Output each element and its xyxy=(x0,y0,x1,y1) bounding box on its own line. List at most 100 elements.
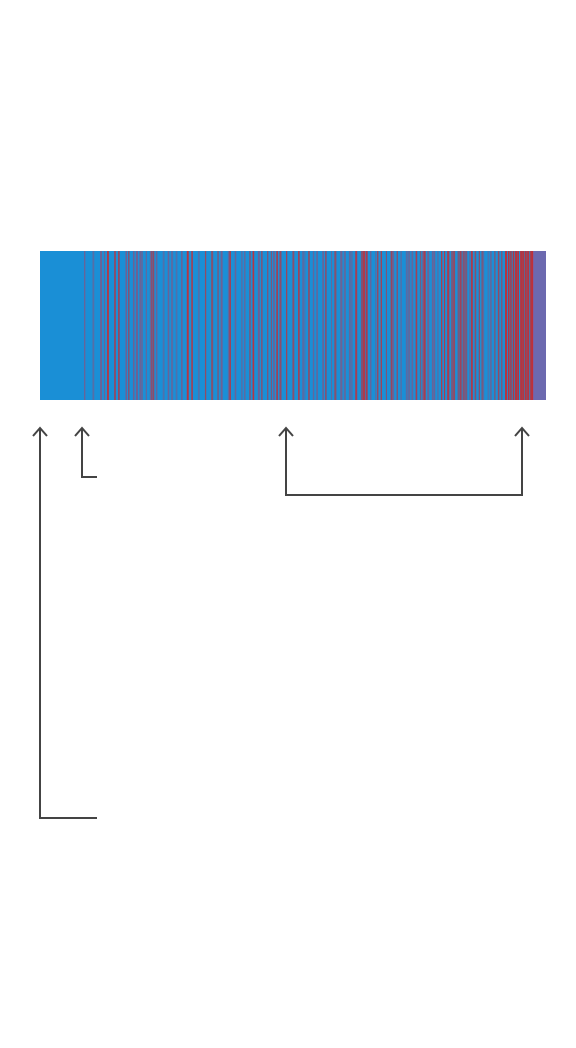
stripe xyxy=(392,251,395,400)
stripe xyxy=(325,251,327,400)
stripe xyxy=(128,251,130,400)
stripe xyxy=(261,251,263,400)
stripe xyxy=(141,251,143,400)
stripe xyxy=(114,251,116,400)
stripe xyxy=(197,251,200,400)
arrow-head xyxy=(74,426,90,437)
stripe xyxy=(285,251,288,400)
stripes xyxy=(84,251,546,400)
stripe xyxy=(350,251,353,400)
stripe xyxy=(149,251,152,400)
stripe xyxy=(385,251,387,400)
stripe xyxy=(302,251,304,400)
stripe xyxy=(152,251,155,400)
arrow-head xyxy=(32,426,48,437)
stripe xyxy=(100,251,103,400)
stripe xyxy=(408,251,411,400)
stripe xyxy=(304,251,306,400)
stripe xyxy=(470,251,473,400)
stripe xyxy=(415,251,418,400)
stripe xyxy=(151,251,153,400)
stripe xyxy=(139,251,142,400)
stripe xyxy=(249,251,251,400)
stripe xyxy=(270,251,272,400)
stripe xyxy=(478,251,481,400)
stripe xyxy=(510,251,512,400)
stripe xyxy=(135,251,138,400)
stripe xyxy=(487,251,489,400)
stripe xyxy=(469,251,471,400)
stripe xyxy=(227,251,230,400)
stripe xyxy=(257,251,260,400)
stripe xyxy=(292,251,295,400)
stripe xyxy=(517,251,519,400)
stripe xyxy=(234,251,237,400)
stripe xyxy=(441,251,443,400)
stripe xyxy=(461,251,463,400)
stripe xyxy=(494,251,496,400)
stripe xyxy=(423,251,426,400)
stripe xyxy=(276,251,278,400)
stripe xyxy=(459,251,462,400)
stripe xyxy=(530,251,533,400)
stripe xyxy=(444,251,446,400)
stripe xyxy=(489,251,492,400)
stripe xyxy=(522,251,525,400)
stripe xyxy=(92,251,95,400)
bracket-connector xyxy=(285,428,523,496)
stripe xyxy=(512,251,515,400)
stripe xyxy=(167,251,170,400)
stripe xyxy=(524,251,527,400)
stripe xyxy=(175,251,178,400)
stripe xyxy=(362,251,366,400)
stripe xyxy=(312,251,315,400)
stripe xyxy=(400,251,402,400)
stripe xyxy=(155,251,158,400)
stripe xyxy=(331,251,333,400)
stripe xyxy=(514,251,518,400)
stripe xyxy=(474,251,477,400)
stripe xyxy=(181,251,183,400)
stripe xyxy=(433,251,436,400)
stripe xyxy=(162,251,165,400)
stripe xyxy=(252,251,255,400)
stripe xyxy=(411,251,414,400)
stripe xyxy=(390,251,393,400)
stripe xyxy=(375,251,377,400)
stripe xyxy=(132,251,135,400)
stripe xyxy=(370,251,372,400)
stripe xyxy=(497,251,500,400)
stripe xyxy=(340,251,343,400)
stripe xyxy=(427,251,430,400)
stripe xyxy=(308,251,310,400)
stripe xyxy=(243,251,246,400)
stripe xyxy=(483,251,485,400)
stripe xyxy=(463,251,465,400)
stripe xyxy=(453,251,456,400)
connector xyxy=(39,428,97,819)
stripe xyxy=(211,251,214,400)
stripe xyxy=(451,251,453,400)
stripe xyxy=(125,251,127,400)
stripe xyxy=(520,251,523,400)
stripe xyxy=(204,251,207,400)
stripe xyxy=(360,251,363,400)
arrow-head xyxy=(514,426,530,437)
stripe xyxy=(103,251,106,400)
stripe xyxy=(348,251,351,400)
stripe xyxy=(377,251,379,400)
stripe xyxy=(84,251,86,400)
stripe xyxy=(229,251,231,400)
stripe xyxy=(396,251,398,400)
stripe xyxy=(365,251,368,400)
stripe xyxy=(405,251,408,400)
stripe xyxy=(380,251,383,400)
stripe xyxy=(507,251,510,400)
stripe xyxy=(481,251,483,400)
stripe xyxy=(533,251,546,400)
stripe xyxy=(186,251,189,400)
stripe xyxy=(501,251,503,400)
stripe xyxy=(170,251,174,400)
stripe xyxy=(106,251,109,400)
